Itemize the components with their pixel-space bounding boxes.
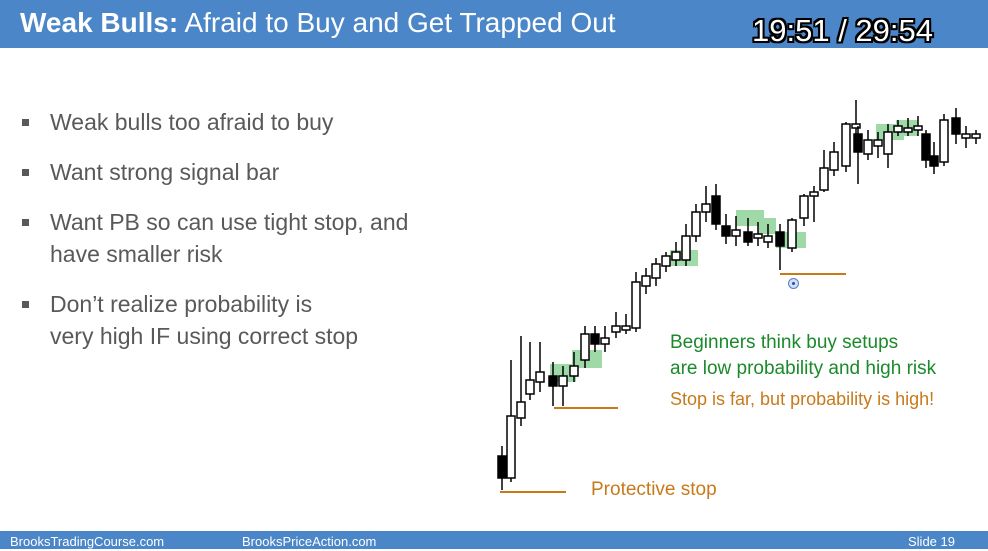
bullet-square-icon xyxy=(22,169,29,176)
slide-number: Slide 19 xyxy=(908,534,955,549)
bullet-item: Weak bulls too afraid to buy xyxy=(22,106,482,138)
bullet-text-continued: very high IF using correct stop xyxy=(50,323,359,349)
bullet-item: Want PB so can use tight stop, and have … xyxy=(22,206,482,270)
bullet-item: Want strong signal bar xyxy=(22,156,482,188)
annotation-protective-stop: Protective stop xyxy=(591,479,717,500)
title-bold: Weak Bulls: xyxy=(20,7,179,38)
footer-bar: BrooksTradingCourse.com BrooksPriceActio… xyxy=(0,531,988,549)
footer-middle-link[interactable]: BrooksPriceAction.com xyxy=(242,534,377,549)
bullet-text-continued: have smaller risk xyxy=(50,241,223,267)
bullet-list: Weak bulls too afraid to buy Want strong… xyxy=(22,106,482,370)
annotation-stop-far: Stop is far, but probability is high! xyxy=(670,389,935,409)
bullet-text: Want PB so can use tight stop, and xyxy=(50,209,409,235)
bullet-square-icon xyxy=(22,219,29,226)
title-bar: Weak Bulls: Afraid to Buy and Get Trappe… xyxy=(0,0,988,48)
annotation-beginners-line2: are low probability and high risk xyxy=(670,358,937,379)
bullet-text: Weak bulls too afraid to buy xyxy=(50,109,334,135)
bullet-text: Don’t realize probability is xyxy=(50,291,313,317)
bullet-item: Don’t realize probability is very high I… xyxy=(22,288,482,352)
mouse-cursor-icon xyxy=(788,278,799,289)
bullet-square-icon xyxy=(22,301,29,308)
footer-left-link[interactable]: BrooksTradingCourse.com xyxy=(10,534,165,549)
candlestick-chart-graphic xyxy=(497,100,981,493)
video-timestamp: 19:51 / 29:54 xyxy=(752,13,933,48)
bullet-text: Want strong signal bar xyxy=(50,159,280,185)
slide-title: Weak Bulls: Afraid to Buy and Get Trappe… xyxy=(20,5,616,41)
annotation-beginners-line1: Beginners think buy setups xyxy=(670,332,899,353)
bullet-square-icon xyxy=(22,119,29,126)
title-rest: Afraid to Buy and Get Trapped Out xyxy=(178,7,616,38)
